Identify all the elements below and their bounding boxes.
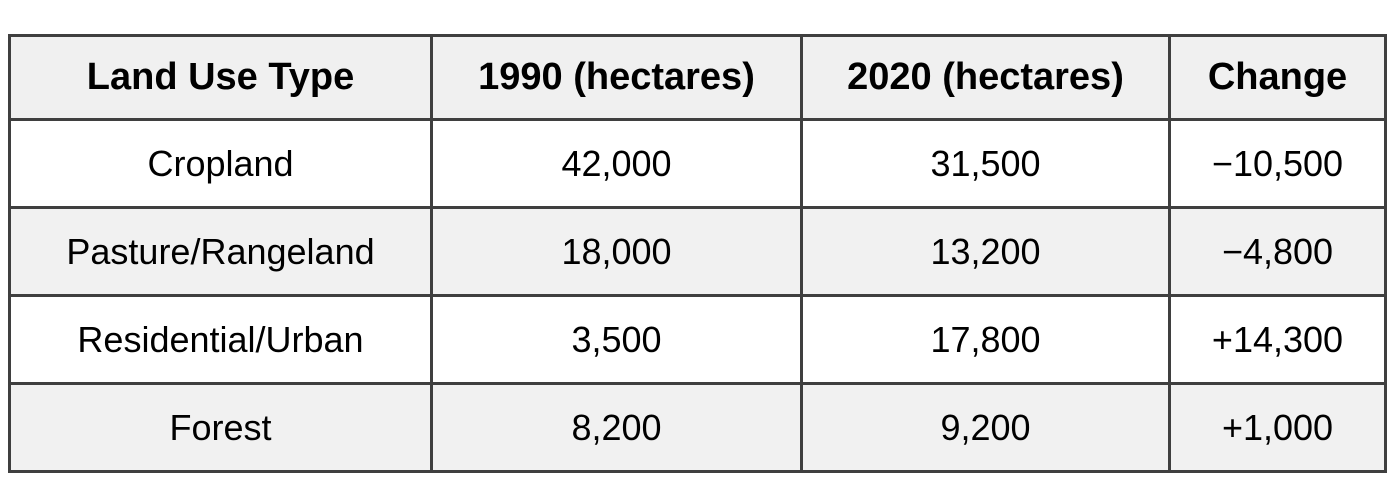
cell-1990-value: 3,500 [430, 294, 803, 385]
cell-2020-value: 9,200 [800, 382, 1171, 473]
cell-land-use: Residential/Urban [8, 294, 433, 385]
cell-1990-value: 18,000 [430, 206, 803, 297]
table-row-forest: Forest 8,200 9,200 +1,000 [8, 382, 1387, 473]
cell-change-value: +1,000 [1168, 382, 1387, 473]
cell-change-value: −10,500 [1168, 118, 1387, 209]
header-row: Land Use Type 1990 (hectares) 2020 (hect… [8, 34, 1387, 121]
table-row-cropland: Cropland 42,000 31,500 −10,500 [8, 118, 1387, 209]
cell-land-use: Cropland [8, 118, 433, 209]
col-header-land-use-type: Land Use Type [8, 34, 433, 121]
cell-land-use: Forest [8, 382, 433, 473]
cell-change-value: +14,300 [1168, 294, 1387, 385]
col-header-1990-hectares: 1990 (hectares) [430, 34, 803, 121]
land-use-change-table: Land Use Type 1990 (hectares) 2020 (hect… [8, 34, 1387, 473]
cell-2020-value: 13,200 [800, 206, 1171, 297]
cell-2020-value: 31,500 [800, 118, 1171, 209]
cell-2020-value: 17,800 [800, 294, 1171, 385]
cell-change-value: −4,800 [1168, 206, 1387, 297]
cell-1990-value: 8,200 [430, 382, 803, 473]
land-use-table-container: Land Use Type 1990 (hectares) 2020 (hect… [8, 34, 1387, 473]
cell-1990-value: 42,000 [430, 118, 803, 209]
table-row-residential-urban: Residential/Urban 3,500 17,800 +14,300 [8, 294, 1387, 385]
col-header-2020-hectares: 2020 (hectares) [800, 34, 1171, 121]
cell-land-use: Pasture/Rangeland [8, 206, 433, 297]
table-row-pasture-rangeland: Pasture/Rangeland 18,000 13,200 −4,800 [8, 206, 1387, 297]
col-header-change: Change [1168, 34, 1387, 121]
